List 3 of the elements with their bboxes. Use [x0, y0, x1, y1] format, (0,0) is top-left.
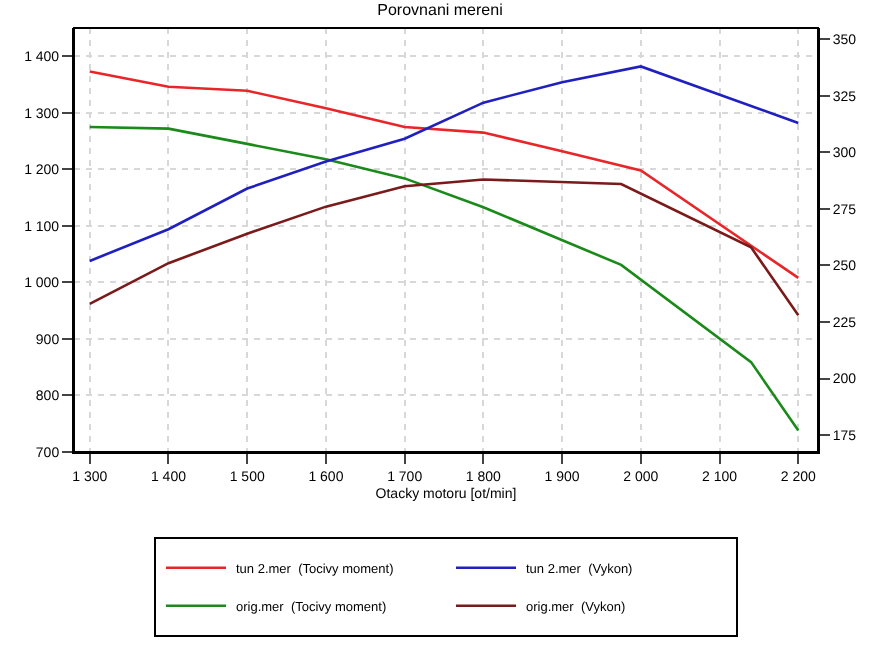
- line-series: [88, 178, 800, 317]
- line-series: [88, 125, 800, 432]
- chart-title: Porovnani mereni: [377, 0, 504, 19]
